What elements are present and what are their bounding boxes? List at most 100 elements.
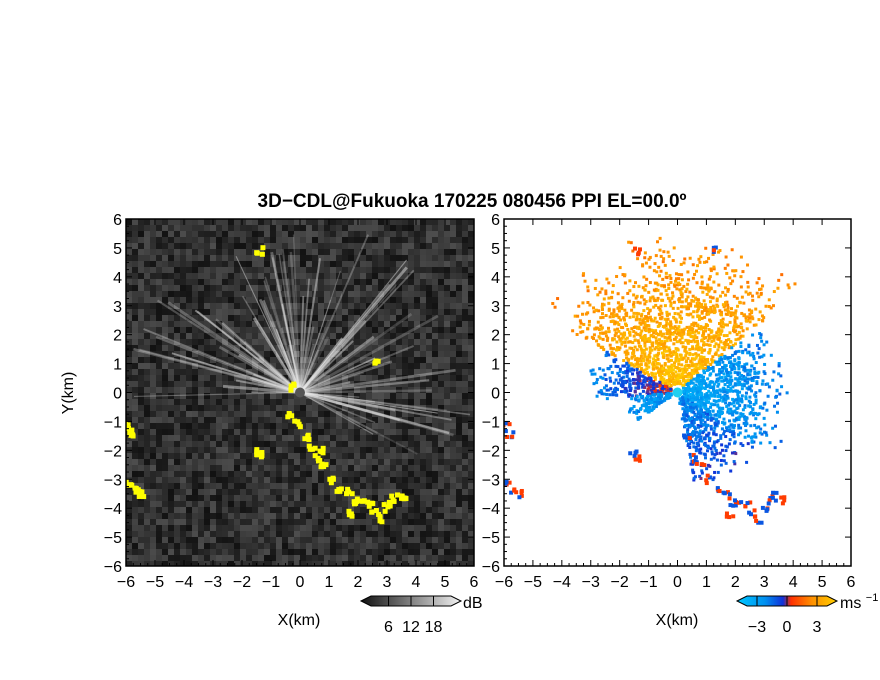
noise-cell <box>168 279 174 285</box>
velocity-cell <box>757 295 761 299</box>
noise-cell <box>174 333 180 339</box>
velocity-cell <box>634 281 638 285</box>
noise-cell <box>228 519 234 525</box>
velocity-cell <box>700 365 704 369</box>
noise-cell <box>354 543 360 549</box>
noise-cell <box>126 471 132 477</box>
noise-cell <box>378 225 384 231</box>
velocity-cell <box>653 347 657 351</box>
velocity-cell <box>702 343 706 347</box>
noise-cell <box>330 501 336 507</box>
noise-cell <box>384 285 390 291</box>
noise-cell <box>372 309 378 315</box>
noise-cell <box>402 447 408 453</box>
highlight-cell <box>317 448 323 454</box>
noise-cell <box>300 369 306 375</box>
noise-cell <box>408 243 414 249</box>
noise-cell <box>444 297 450 303</box>
velocity-cell <box>644 299 648 303</box>
noise-cell <box>288 555 294 561</box>
velocity-cell <box>733 342 737 346</box>
noise-cell <box>330 261 336 267</box>
noise-cell <box>222 441 228 447</box>
velocity-cell <box>671 332 675 336</box>
noise-cell <box>342 219 348 225</box>
velocity-cell <box>711 355 715 359</box>
noise-cell <box>192 291 198 297</box>
noise-cell <box>438 453 444 459</box>
noise-cell <box>138 357 144 363</box>
noise-cell <box>204 231 210 237</box>
noise-cell <box>192 543 198 549</box>
velocity-cell <box>600 287 604 291</box>
noise-cell <box>288 327 294 333</box>
velocity-cell <box>659 254 663 258</box>
noise-cell <box>270 237 276 243</box>
noise-cell <box>144 549 150 555</box>
noise-cell <box>270 495 276 501</box>
noise-cell <box>258 309 264 315</box>
noise-cell <box>402 459 408 465</box>
noise-cell <box>288 357 294 363</box>
noise-cell <box>390 429 396 435</box>
noise-cell <box>306 333 312 339</box>
noise-cell <box>210 465 216 471</box>
noise-cell <box>210 549 216 555</box>
velocity-cell <box>612 337 616 341</box>
velocity-cell <box>687 365 691 369</box>
velocity-cell <box>628 346 632 350</box>
noise-cell <box>252 327 258 333</box>
velocity-cell <box>628 333 632 337</box>
noise-cell <box>354 381 360 387</box>
noise-cell <box>240 489 246 495</box>
noise-cell <box>252 309 258 315</box>
noise-cell <box>174 267 180 273</box>
noise-cell <box>162 321 168 327</box>
noise-cell <box>234 411 240 417</box>
noise-cell <box>450 483 456 489</box>
velocity-cell <box>657 370 661 374</box>
noise-cell <box>168 351 174 357</box>
noise-cell <box>396 423 402 429</box>
noise-cell <box>354 531 360 537</box>
noise-cell <box>150 333 156 339</box>
noise-cell <box>192 501 198 507</box>
noise-cell <box>288 339 294 345</box>
noise-cell <box>180 261 186 267</box>
velocity-cell <box>688 328 692 332</box>
noise-cell <box>438 255 444 261</box>
noise-cell <box>234 303 240 309</box>
noise-cell <box>318 429 324 435</box>
noise-cell <box>390 561 396 566</box>
noise-cell <box>264 393 270 399</box>
noise-cell <box>378 333 384 339</box>
noise-cell <box>228 429 234 435</box>
noise-cell <box>150 519 156 525</box>
velocity-cell <box>608 343 612 347</box>
velocity-cell <box>715 297 719 301</box>
noise-cell <box>294 243 300 249</box>
noise-cell <box>402 255 408 261</box>
noise-cell <box>462 519 468 525</box>
noise-cell <box>210 429 216 435</box>
noise-cell <box>396 363 402 369</box>
noise-cell <box>144 555 150 561</box>
velocity-cell <box>640 312 644 316</box>
noise-cell <box>252 483 258 489</box>
noise-cell <box>234 309 240 315</box>
noise-cell <box>222 327 228 333</box>
velocity-cell <box>750 294 754 298</box>
velocity-cell <box>755 281 759 285</box>
noise-cell <box>444 561 450 566</box>
noise-cell <box>336 291 342 297</box>
noise-cell <box>450 351 456 357</box>
intensity-ray <box>299 269 415 394</box>
noise-cell <box>252 261 258 267</box>
noise-cell <box>312 345 318 351</box>
noise-cell <box>300 381 306 387</box>
noise-cell <box>354 225 360 231</box>
noise-cell <box>180 327 186 333</box>
noise-cell <box>276 525 282 531</box>
noise-cell <box>390 309 396 315</box>
